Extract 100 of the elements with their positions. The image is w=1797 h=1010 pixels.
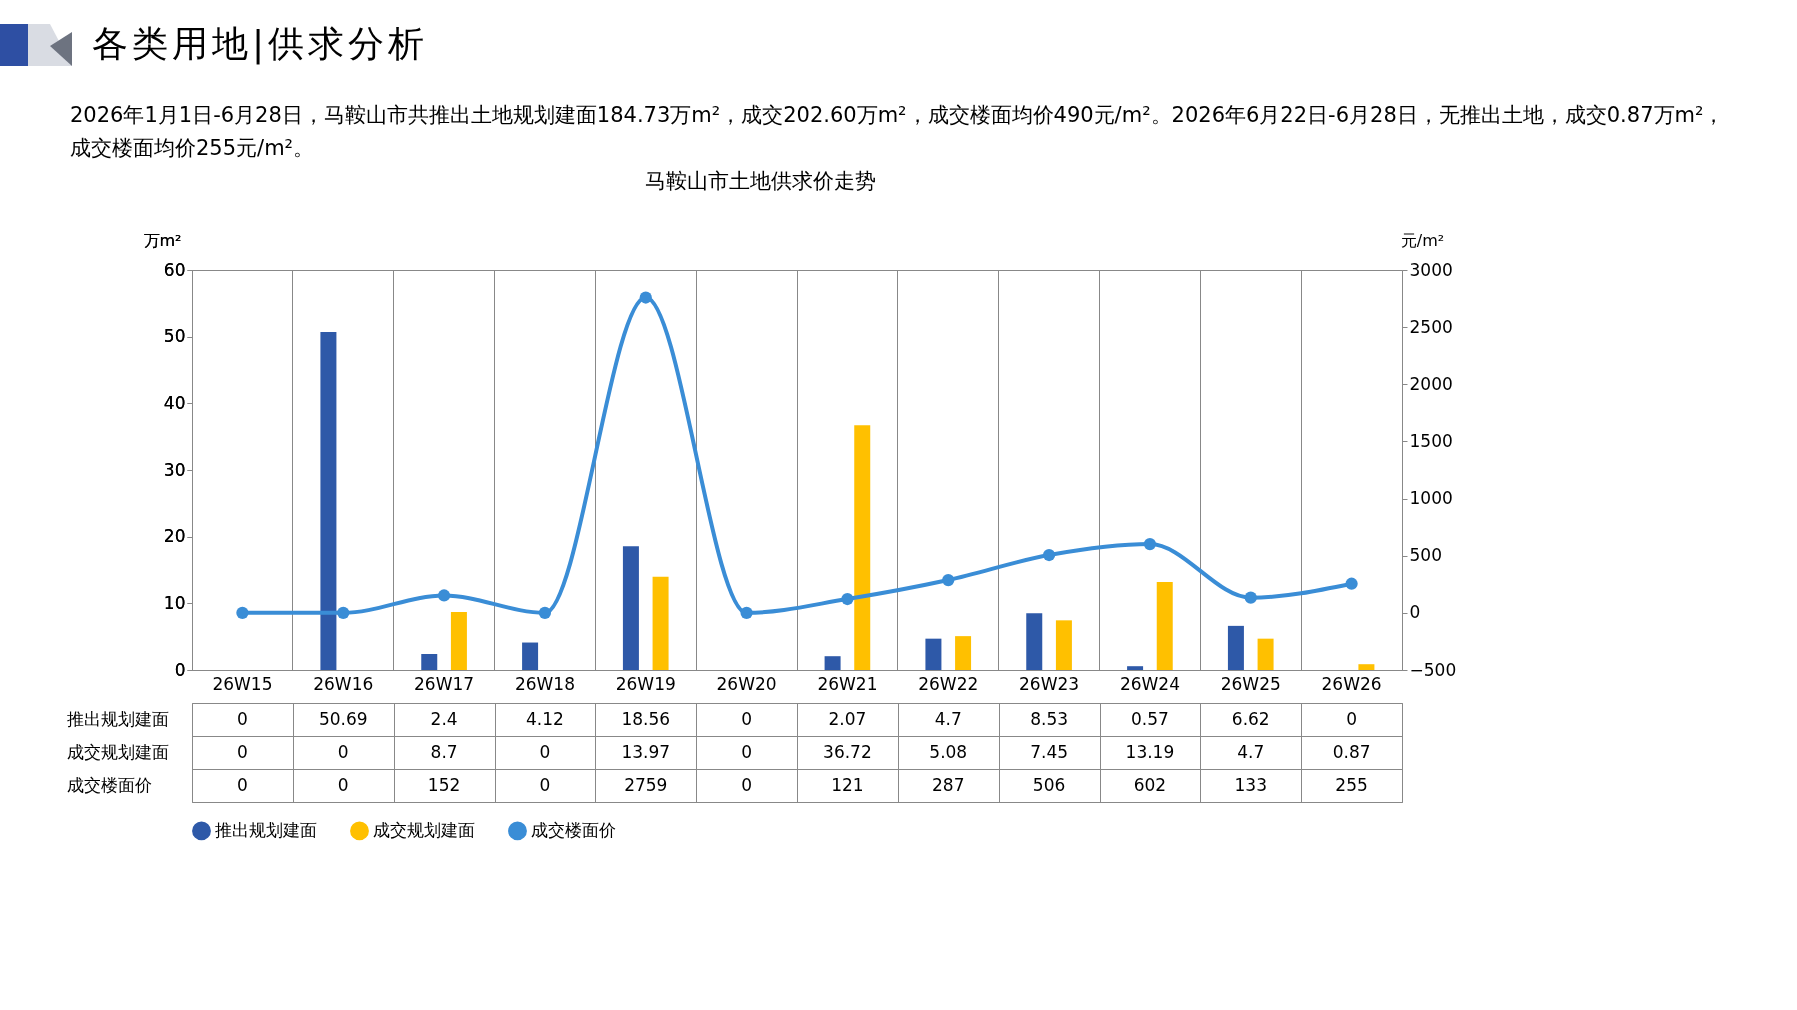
data-label: 0 [337, 741, 349, 762]
bar [522, 642, 539, 670]
data-label: 0 [337, 774, 349, 795]
bar [1227, 625, 1244, 670]
bar [1026, 613, 1043, 670]
y2-tick-label: 1000 [1409, 488, 1453, 509]
data-label: 13.97 [621, 741, 671, 762]
point [236, 606, 249, 619]
bar [421, 654, 438, 670]
point [639, 291, 652, 304]
data-label: 0 [237, 774, 248, 795]
point [1345, 577, 1358, 590]
y-tick-label: 50 [163, 326, 186, 347]
data-label: 5.08 [929, 741, 968, 762]
data-label: 2759 [624, 774, 668, 795]
bar [320, 332, 337, 670]
x-tick-label: 26W22 [918, 673, 979, 694]
bar [652, 576, 669, 670]
bar [1055, 620, 1072, 670]
y-axis-title: 万m² [143, 230, 182, 250]
y2-tick-label: 0 [1409, 602, 1421, 623]
y-tick-label: 0 [174, 659, 186, 680]
y2-tick-label: 2000 [1409, 373, 1453, 394]
data-label: 0 [741, 741, 752, 762]
data-label: 506 [1032, 774, 1066, 795]
data-label: 0.57 [1130, 708, 1169, 729]
x-tick-label: 26W16 [313, 673, 374, 694]
point [437, 589, 451, 602]
legend-label: 成交规划建面 [373, 819, 475, 840]
data-label: 0 [539, 774, 551, 795]
text: 成交规划建面 [66, 742, 169, 762]
data-label: 4.7 [1237, 741, 1265, 762]
data-label: 152 [427, 774, 461, 795]
y2-tick-label: 3000 [1409, 259, 1453, 280]
bar [1156, 582, 1173, 670]
legend-label: 成交楼面价 [531, 819, 616, 840]
point [1244, 591, 1257, 604]
y2-tick-label: −500 [1409, 659, 1457, 680]
y2-tick-label: 2500 [1409, 316, 1453, 337]
bar [824, 656, 841, 670]
bar [925, 638, 942, 670]
y-tick-label: 20 [163, 526, 186, 547]
data-label: 0 [237, 708, 248, 729]
point [538, 606, 552, 619]
bar [450, 612, 467, 670]
bar [1127, 666, 1144, 670]
data-label: 13.19 [1125, 741, 1175, 762]
data-label: 0 [741, 774, 752, 795]
data-label: 7.45 [1030, 741, 1069, 762]
text: 成交楼面价 [66, 775, 152, 795]
data-label: 0 [237, 741, 248, 762]
x-tick-label: 26W21 [817, 673, 878, 694]
bar [622, 546, 639, 670]
data-label: 0 [539, 741, 551, 762]
data-label: 0 [1346, 708, 1357, 729]
point [1042, 548, 1056, 562]
chart-title: 马鞍山市土地供求价走势 [645, 168, 877, 193]
data-label: 255 [1335, 774, 1368, 795]
data-label: 2.4 [430, 708, 458, 729]
x-tick-label: 26W20 [716, 673, 777, 694]
bar [1358, 664, 1375, 670]
data-label: 602 [1133, 774, 1167, 795]
data-label: 121 [831, 774, 864, 795]
point [337, 606, 350, 619]
x-tick-label: 26W25 [1220, 673, 1281, 694]
bar [955, 636, 972, 670]
x-tick-label: 26W17 [414, 673, 475, 694]
x-tick-label: 26W19 [615, 673, 676, 694]
data-label: 18.56 [621, 708, 671, 729]
y-tick-label: 10 [163, 592, 186, 613]
data-label: 4.12 [525, 708, 564, 729]
bar [854, 425, 871, 670]
y-tick-label: 30 [163, 459, 186, 480]
bar [1257, 638, 1274, 670]
data-label: 133 [1234, 774, 1267, 795]
point [740, 606, 753, 619]
data-label: 287 [932, 774, 965, 795]
y-tick-label: 60 [163, 259, 186, 280]
data-label: 6.62 [1231, 708, 1270, 729]
point [841, 592, 854, 606]
x-tick-label: 26W18 [514, 673, 575, 694]
x-tick-label: 26W23 [1019, 673, 1080, 694]
data-label: 0 [741, 708, 752, 729]
point [1143, 537, 1157, 551]
text: 推出规划建面 [66, 709, 169, 729]
y2-tick-label: 500 [1409, 545, 1442, 566]
data-label: 0.87 [1332, 741, 1371, 762]
x-tick-label: 26W15 [212, 673, 273, 694]
y2-axis-title: 元/m² [1400, 230, 1445, 250]
data-label: 8.7 [430, 741, 458, 762]
x-tick-label: 26W24 [1119, 673, 1180, 694]
data-label: 8.53 [1030, 708, 1069, 729]
point [942, 573, 955, 587]
text: 各类用地|供求分析 [92, 22, 429, 67]
y2-tick-label: 1500 [1409, 430, 1453, 451]
data-label: 36.72 [823, 741, 872, 762]
data-label: 4.7 [934, 708, 962, 729]
x-tick-label: 26W26 [1321, 673, 1382, 694]
y-tick-label: 40 [163, 392, 186, 413]
data-label: 50.69 [318, 708, 368, 729]
